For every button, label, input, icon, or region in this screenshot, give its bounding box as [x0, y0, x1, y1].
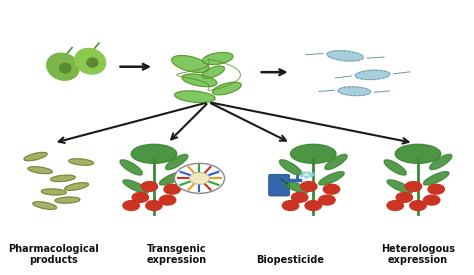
Ellipse shape: [355, 70, 390, 79]
Circle shape: [283, 201, 299, 210]
Circle shape: [319, 195, 335, 205]
Circle shape: [132, 192, 148, 202]
Ellipse shape: [279, 160, 301, 175]
Ellipse shape: [202, 53, 233, 65]
Ellipse shape: [212, 82, 241, 95]
Ellipse shape: [120, 160, 142, 175]
Circle shape: [302, 172, 306, 174]
Ellipse shape: [131, 144, 177, 163]
Circle shape: [323, 184, 340, 194]
Ellipse shape: [69, 159, 93, 165]
Ellipse shape: [28, 167, 52, 174]
Text: Pharmacological
products: Pharmacological products: [9, 244, 99, 265]
Circle shape: [300, 175, 304, 177]
Circle shape: [396, 192, 412, 202]
Ellipse shape: [33, 202, 56, 209]
Ellipse shape: [423, 172, 449, 185]
Ellipse shape: [291, 144, 336, 163]
Ellipse shape: [41, 189, 66, 195]
Ellipse shape: [175, 91, 215, 102]
Ellipse shape: [159, 172, 185, 185]
Ellipse shape: [47, 53, 79, 80]
Ellipse shape: [75, 48, 106, 74]
Text: Transgenic
expression: Transgenic expression: [146, 244, 207, 265]
Circle shape: [309, 175, 313, 177]
Ellipse shape: [387, 180, 412, 193]
Ellipse shape: [283, 180, 308, 193]
Ellipse shape: [59, 63, 71, 73]
Circle shape: [164, 184, 180, 194]
Ellipse shape: [429, 154, 452, 170]
Circle shape: [141, 182, 157, 191]
Circle shape: [174, 163, 225, 193]
Circle shape: [307, 172, 310, 174]
Circle shape: [410, 201, 426, 210]
Ellipse shape: [123, 180, 148, 193]
Ellipse shape: [327, 51, 364, 61]
Ellipse shape: [338, 87, 371, 96]
Ellipse shape: [51, 175, 75, 182]
Ellipse shape: [384, 160, 406, 175]
Text: Biopesticide: Biopesticide: [256, 255, 325, 265]
Ellipse shape: [24, 152, 47, 161]
Circle shape: [405, 182, 422, 191]
Circle shape: [190, 172, 210, 184]
Ellipse shape: [55, 197, 80, 203]
Circle shape: [423, 195, 440, 205]
Circle shape: [292, 192, 308, 202]
Ellipse shape: [172, 56, 209, 73]
Circle shape: [301, 182, 317, 191]
Ellipse shape: [64, 183, 89, 190]
Circle shape: [387, 201, 403, 210]
Ellipse shape: [182, 74, 217, 87]
Ellipse shape: [165, 154, 188, 170]
Text: Heterologous
expression: Heterologous expression: [381, 244, 455, 265]
Circle shape: [311, 173, 315, 175]
Ellipse shape: [325, 154, 347, 170]
Circle shape: [123, 201, 139, 210]
Circle shape: [305, 201, 321, 210]
Circle shape: [428, 184, 445, 194]
Ellipse shape: [202, 66, 225, 78]
FancyBboxPatch shape: [269, 174, 290, 196]
Circle shape: [146, 201, 162, 210]
Circle shape: [305, 176, 308, 178]
Ellipse shape: [319, 172, 344, 185]
Circle shape: [159, 195, 176, 205]
Ellipse shape: [87, 58, 98, 67]
Ellipse shape: [395, 144, 441, 163]
